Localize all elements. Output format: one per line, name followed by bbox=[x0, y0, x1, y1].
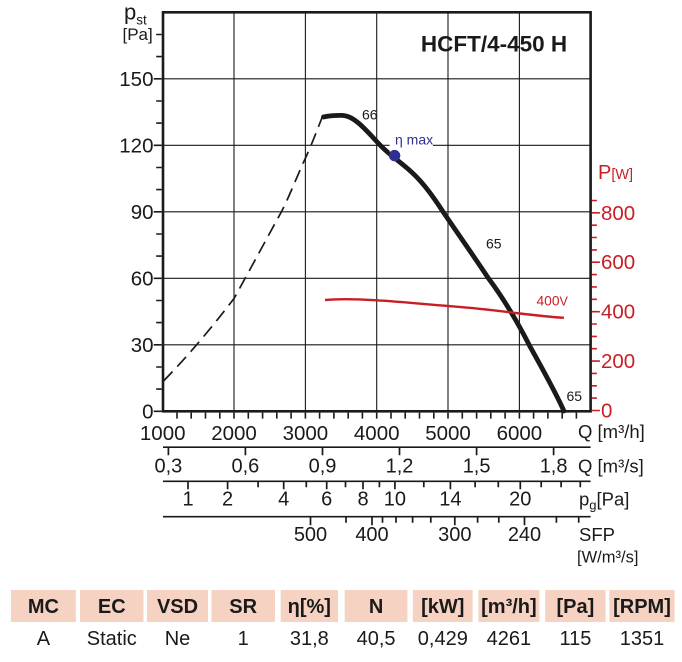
svg-text:400: 400 bbox=[355, 524, 388, 546]
svg-text:N: N bbox=[369, 596, 383, 618]
svg-text:HCFT/4-450 H: HCFT/4-450 H bbox=[421, 32, 567, 57]
svg-text:200: 200 bbox=[601, 350, 635, 373]
svg-text:65: 65 bbox=[486, 236, 502, 252]
svg-text:1351: 1351 bbox=[620, 628, 665, 650]
svg-text:1,5: 1,5 bbox=[463, 456, 491, 478]
svg-text:400: 400 bbox=[601, 301, 635, 324]
svg-text:[Pa]: [Pa] bbox=[557, 596, 595, 618]
svg-text:[RPM]: [RPM] bbox=[613, 596, 671, 618]
svg-text:0,6: 0,6 bbox=[231, 456, 259, 478]
svg-text:4261: 4261 bbox=[487, 628, 532, 650]
svg-text:0,9: 0,9 bbox=[309, 456, 337, 478]
svg-text:A: A bbox=[37, 628, 51, 650]
svg-text:240: 240 bbox=[508, 524, 541, 546]
svg-text:120: 120 bbox=[119, 134, 153, 157]
svg-text:8: 8 bbox=[357, 489, 368, 511]
svg-text:Q [m³/s]: Q [m³/s] bbox=[578, 456, 644, 477]
svg-text:20: 20 bbox=[509, 489, 531, 511]
svg-text:1,8: 1,8 bbox=[540, 456, 568, 478]
svg-text:600: 600 bbox=[601, 251, 635, 274]
svg-text:[W/m³/s]: [W/m³/s] bbox=[577, 549, 638, 567]
svg-text:300: 300 bbox=[438, 524, 471, 546]
svg-text:1: 1 bbox=[238, 628, 249, 650]
svg-text:6: 6 bbox=[321, 489, 332, 511]
svg-text:1000: 1000 bbox=[140, 422, 186, 445]
svg-text:pg[Pa]: pg[Pa] bbox=[579, 489, 629, 513]
svg-text:66: 66 bbox=[362, 107, 378, 123]
svg-text:40,5: 40,5 bbox=[357, 628, 396, 650]
svg-text:30: 30 bbox=[131, 334, 154, 357]
svg-text:500: 500 bbox=[294, 524, 327, 546]
svg-text:1,2: 1,2 bbox=[386, 456, 414, 478]
svg-text:η max: η max bbox=[395, 132, 433, 148]
svg-text:2000: 2000 bbox=[211, 422, 257, 445]
svg-text:90: 90 bbox=[131, 201, 154, 224]
svg-text:14: 14 bbox=[439, 489, 461, 511]
svg-text:0: 0 bbox=[142, 400, 153, 423]
svg-text:10: 10 bbox=[384, 489, 406, 511]
svg-text:VSD: VSD bbox=[157, 596, 198, 618]
svg-text:SFP: SFP bbox=[579, 524, 615, 545]
svg-text:150: 150 bbox=[119, 68, 153, 91]
svg-text:SR: SR bbox=[229, 596, 257, 618]
svg-text:4000: 4000 bbox=[354, 422, 400, 445]
svg-text:800: 800 bbox=[601, 202, 635, 225]
svg-text:60: 60 bbox=[131, 267, 154, 290]
svg-text:P[W]: P[W] bbox=[598, 162, 633, 184]
svg-text:0: 0 bbox=[601, 400, 612, 423]
svg-text:[kW]: [kW] bbox=[421, 596, 464, 618]
svg-text:Static: Static bbox=[87, 628, 137, 650]
svg-text:6000: 6000 bbox=[497, 422, 543, 445]
svg-text:2: 2 bbox=[222, 489, 233, 511]
svg-text:3000: 3000 bbox=[283, 422, 329, 445]
svg-text:Q [m³/h]: Q [m³/h] bbox=[578, 421, 645, 442]
svg-text:0,429: 0,429 bbox=[418, 628, 468, 650]
svg-text:5000: 5000 bbox=[425, 422, 471, 445]
svg-text:0,3: 0,3 bbox=[154, 456, 182, 478]
svg-text:η[%]: η[%] bbox=[288, 596, 331, 618]
svg-text:115: 115 bbox=[559, 628, 591, 650]
svg-text:[Pa]: [Pa] bbox=[123, 25, 153, 44]
svg-text:400V: 400V bbox=[537, 294, 569, 309]
svg-text:EC: EC bbox=[98, 596, 126, 618]
svg-text:1: 1 bbox=[182, 489, 193, 511]
svg-text:MC: MC bbox=[28, 596, 59, 618]
svg-text:31,8: 31,8 bbox=[290, 628, 329, 650]
svg-text:Ne: Ne bbox=[165, 628, 191, 650]
svg-text:[m³/h]: [m³/h] bbox=[481, 596, 537, 618]
svg-text:65: 65 bbox=[567, 388, 583, 404]
svg-text:4: 4 bbox=[278, 489, 289, 511]
